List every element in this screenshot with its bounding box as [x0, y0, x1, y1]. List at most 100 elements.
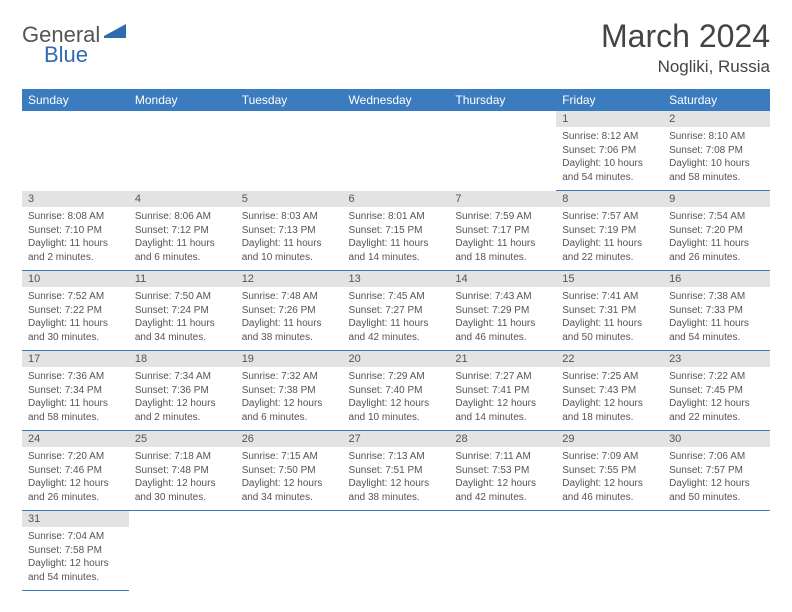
sunrise-text: Sunrise: 8:01 AM — [349, 210, 444, 224]
day-number-row: 24252627282930 — [22, 431, 770, 448]
day-number: 10 — [22, 271, 129, 288]
daylight-text-2: and 18 minutes. — [562, 411, 657, 425]
sunrise-text: Sunrise: 7:20 AM — [28, 450, 123, 464]
sunset-text: Sunset: 7:43 PM — [562, 384, 657, 398]
day-cell: Sunrise: 7:15 AMSunset: 7:50 PMDaylight:… — [236, 447, 343, 511]
title-block: March 2024 Nogliki, Russia — [601, 18, 770, 77]
daylight-text-2: and 2 minutes. — [135, 411, 230, 425]
sunset-text: Sunset: 7:33 PM — [669, 304, 764, 318]
calendar-body: 12 Sunrise: 8:12 AMSunset: 7:06 PMDaylig… — [22, 111, 770, 591]
sunrise-text: Sunrise: 8:10 AM — [669, 130, 764, 144]
daylight-text-1: Daylight: 12 hours — [455, 477, 550, 491]
day-cell: Sunrise: 8:08 AMSunset: 7:10 PMDaylight:… — [22, 207, 129, 271]
daylight-text-1: Daylight: 12 hours — [28, 477, 123, 491]
day-number: 2 — [663, 111, 770, 127]
header: General March 2024 Nogliki, Russia — [22, 18, 770, 77]
daylight-text-1: Daylight: 11 hours — [135, 237, 230, 251]
sunrise-text: Sunrise: 7:59 AM — [455, 210, 550, 224]
day-number: 6 — [343, 191, 450, 208]
daylight-text-1: Daylight: 11 hours — [349, 237, 444, 251]
sunrise-text: Sunrise: 7:32 AM — [242, 370, 337, 384]
day-cell: Sunrise: 7:52 AMSunset: 7:22 PMDaylight:… — [22, 287, 129, 351]
sunset-text: Sunset: 7:36 PM — [135, 384, 230, 398]
sunset-text: Sunset: 7:26 PM — [242, 304, 337, 318]
sunset-text: Sunset: 7:41 PM — [455, 384, 550, 398]
sunset-text: Sunset: 7:51 PM — [349, 464, 444, 478]
day-cell: Sunrise: 7:36 AMSunset: 7:34 PMDaylight:… — [22, 367, 129, 431]
daylight-text-2: and 38 minutes. — [242, 331, 337, 345]
sunset-text: Sunset: 7:15 PM — [349, 224, 444, 238]
day-cell: Sunrise: 7:48 AMSunset: 7:26 PMDaylight:… — [236, 287, 343, 351]
day-cell: Sunrise: 8:01 AMSunset: 7:15 PMDaylight:… — [343, 207, 450, 271]
day-number: 28 — [449, 431, 556, 448]
daylight-text-2: and 34 minutes. — [135, 331, 230, 345]
daylight-text-1: Daylight: 12 hours — [669, 397, 764, 411]
day-content-row: Sunrise: 7:52 AMSunset: 7:22 PMDaylight:… — [22, 287, 770, 351]
day-cell: Sunrise: 7:09 AMSunset: 7:55 PMDaylight:… — [556, 447, 663, 511]
sunset-text: Sunset: 7:58 PM — [28, 544, 123, 558]
logo-text-blue: Blue — [44, 42, 88, 68]
weekday-header: Wednesday — [343, 89, 450, 111]
day-cell — [663, 527, 770, 591]
day-cell — [449, 527, 556, 591]
daylight-text-1: Daylight: 12 hours — [28, 557, 123, 571]
daylight-text-2: and 6 minutes. — [135, 251, 230, 265]
day-cell — [236, 127, 343, 191]
daylight-text-1: Daylight: 11 hours — [242, 317, 337, 331]
sunrise-text: Sunrise: 8:12 AM — [562, 130, 657, 144]
day-number-row: 17181920212223 — [22, 351, 770, 368]
day-cell — [343, 127, 450, 191]
sunset-text: Sunset: 7:31 PM — [562, 304, 657, 318]
daylight-text-2: and 46 minutes. — [562, 491, 657, 505]
day-cell: Sunrise: 7:45 AMSunset: 7:27 PMDaylight:… — [343, 287, 450, 351]
day-cell — [22, 127, 129, 191]
sunrise-text: Sunrise: 7:11 AM — [455, 450, 550, 464]
day-number-row: 10111213141516 — [22, 271, 770, 288]
day-number: 8 — [556, 191, 663, 208]
day-number: 21 — [449, 351, 556, 368]
day-cell: Sunrise: 7:41 AMSunset: 7:31 PMDaylight:… — [556, 287, 663, 351]
day-cell: Sunrise: 7:57 AMSunset: 7:19 PMDaylight:… — [556, 207, 663, 271]
weekday-header: Tuesday — [236, 89, 343, 111]
day-cell: Sunrise: 7:29 AMSunset: 7:40 PMDaylight:… — [343, 367, 450, 431]
day-number: 3 — [22, 191, 129, 208]
day-cell: Sunrise: 7:22 AMSunset: 7:45 PMDaylight:… — [663, 367, 770, 431]
sunrise-text: Sunrise: 7:15 AM — [242, 450, 337, 464]
day-content-row: Sunrise: 8:12 AMSunset: 7:06 PMDaylight:… — [22, 127, 770, 191]
daylight-text-1: Daylight: 10 hours — [669, 157, 764, 171]
day-number — [449, 511, 556, 528]
daylight-text-1: Daylight: 11 hours — [669, 317, 764, 331]
sunset-text: Sunset: 7:57 PM — [669, 464, 764, 478]
daylight-text-1: Daylight: 11 hours — [135, 317, 230, 331]
sunrise-text: Sunrise: 7:45 AM — [349, 290, 444, 304]
day-number: 20 — [343, 351, 450, 368]
daylight-text-1: Daylight: 11 hours — [455, 237, 550, 251]
page-title: March 2024 — [601, 18, 770, 55]
sunset-text: Sunset: 7:46 PM — [28, 464, 123, 478]
day-number — [449, 111, 556, 127]
daylight-text-2: and 46 minutes. — [455, 331, 550, 345]
day-number: 22 — [556, 351, 663, 368]
day-number — [22, 111, 129, 127]
day-number: 17 — [22, 351, 129, 368]
day-number: 25 — [129, 431, 236, 448]
sunset-text: Sunset: 7:27 PM — [349, 304, 444, 318]
day-number — [556, 511, 663, 528]
day-cell: Sunrise: 8:06 AMSunset: 7:12 PMDaylight:… — [129, 207, 236, 271]
day-cell: Sunrise: 7:38 AMSunset: 7:33 PMDaylight:… — [663, 287, 770, 351]
sunset-text: Sunset: 7:06 PM — [562, 144, 657, 158]
daylight-text-2: and 14 minutes. — [455, 411, 550, 425]
sunset-text: Sunset: 7:20 PM — [669, 224, 764, 238]
day-number — [129, 111, 236, 127]
sunset-text: Sunset: 7:34 PM — [28, 384, 123, 398]
daylight-text-1: Daylight: 11 hours — [28, 237, 123, 251]
sunrise-text: Sunrise: 7:18 AM — [135, 450, 230, 464]
day-content-row: Sunrise: 7:20 AMSunset: 7:46 PMDaylight:… — [22, 447, 770, 511]
day-number: 1 — [556, 111, 663, 127]
daylight-text-1: Daylight: 10 hours — [562, 157, 657, 171]
sunset-text: Sunset: 7:22 PM — [28, 304, 123, 318]
day-cell: Sunrise: 7:43 AMSunset: 7:29 PMDaylight:… — [449, 287, 556, 351]
day-number-row: 3456789 — [22, 191, 770, 208]
day-cell: Sunrise: 7:32 AMSunset: 7:38 PMDaylight:… — [236, 367, 343, 431]
daylight-text-1: Daylight: 11 hours — [349, 317, 444, 331]
